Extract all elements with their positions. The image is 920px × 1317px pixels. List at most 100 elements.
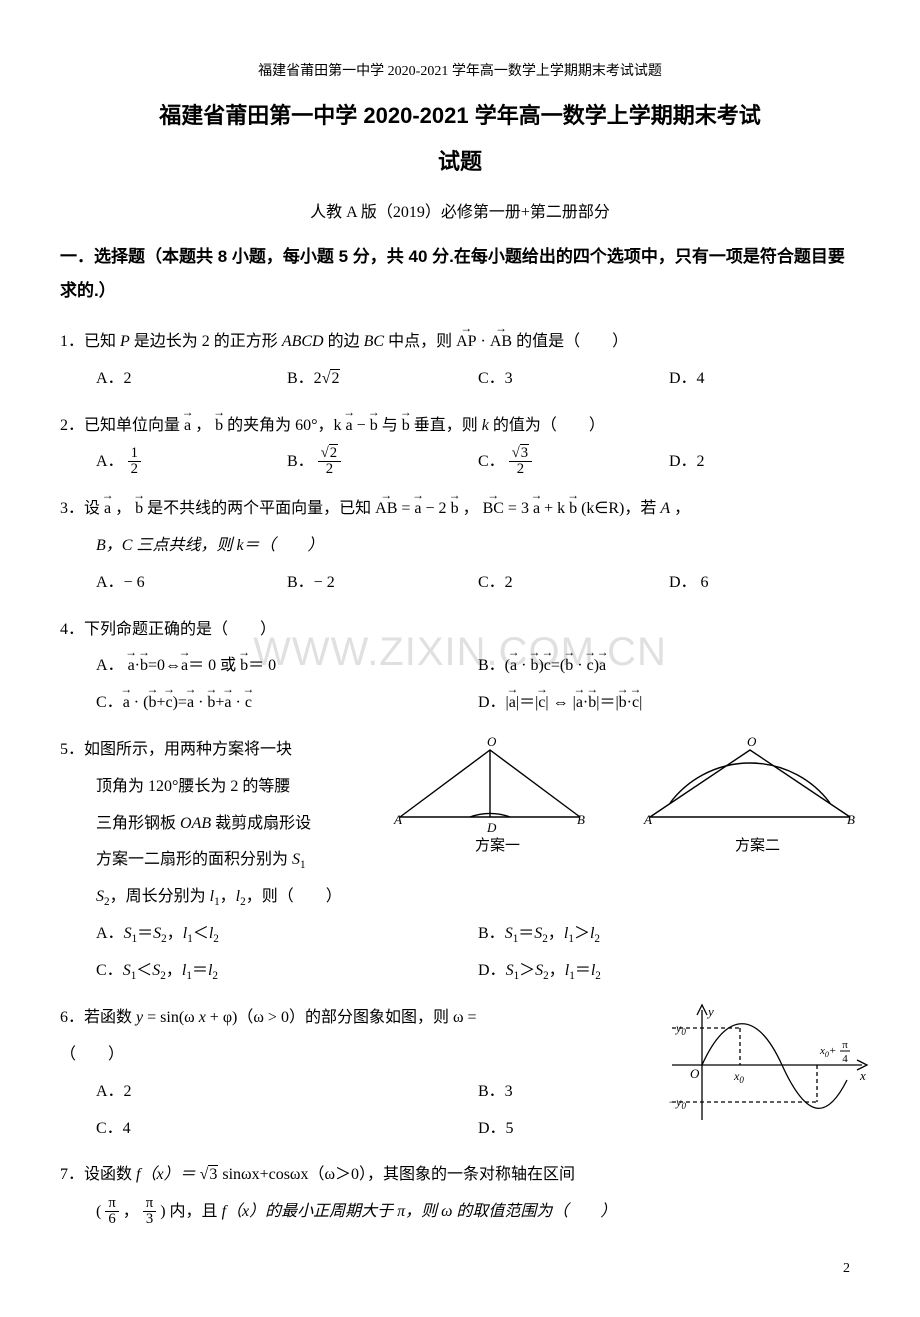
option-C: C．3 xyxy=(478,361,669,398)
lbl-O: O xyxy=(747,734,757,749)
sub: 2 xyxy=(212,970,218,982)
S: S xyxy=(506,962,514,979)
sqrt-icon: 2 xyxy=(322,361,341,398)
lt: ＜ xyxy=(193,925,209,942)
q3-text: 3．设 xyxy=(60,500,104,517)
sub: 1 xyxy=(300,860,306,872)
vec-b: b xyxy=(451,491,459,528)
vec-a: a xyxy=(533,491,540,528)
question-6: y x O y0 −y0 x0 x0+ π 4 6．若函数 y = sin(ω … xyxy=(60,1000,860,1147)
option-B: B．S1＝S2，l1＞l2 xyxy=(478,916,860,953)
plan1-label: 方案一 xyxy=(475,836,520,852)
comma: ， xyxy=(123,1203,139,1220)
comma: ， xyxy=(167,925,183,942)
fraction: 22 xyxy=(318,446,341,478)
q2-options: A． 12 B． 22 C． 32 D．2 xyxy=(96,444,860,481)
vec-a: a xyxy=(187,685,194,722)
vec-c: c xyxy=(165,685,172,722)
plan2-label: 方案二 xyxy=(735,836,780,852)
q5-line: 三角形钢板 OAB 裁剪成扇形设 xyxy=(96,806,370,843)
den: 6 xyxy=(105,1212,118,1227)
vec-a: a xyxy=(184,408,191,445)
q3-text: B，C 三点共线，则 k＝（ ） xyxy=(96,537,324,554)
lbl-y: y xyxy=(706,1004,714,1019)
q5-line: S2，周长分别为 l1，l2，则（ ） xyxy=(96,879,370,916)
OAB: OAB xyxy=(180,815,211,832)
q2-text: 的值为（ ） xyxy=(493,417,605,434)
label: B． xyxy=(478,925,505,942)
vec-a: a xyxy=(123,685,130,722)
sqrt-arg: 3 xyxy=(208,1165,218,1183)
num: π xyxy=(105,1196,118,1212)
comma: ， xyxy=(115,500,131,517)
vec-b: b xyxy=(370,408,378,445)
var-x: x xyxy=(199,1009,206,1026)
text: 裁剪成扇形设 xyxy=(211,815,311,832)
num: 1 xyxy=(128,446,141,462)
eq: ＝ xyxy=(192,962,208,979)
text: ) 内，且 xyxy=(160,1203,221,1220)
svg-text:x0+: x0+ xyxy=(819,1045,836,1059)
q5-svg: A B O D 方案一 A B O 方案二 xyxy=(380,732,860,852)
q5-line: 顶角为 120°腰长为 2 的等腰 xyxy=(96,769,370,806)
vec-c: c xyxy=(245,685,252,722)
lbl-B: B xyxy=(847,812,855,827)
option-C: C． 32 xyxy=(478,444,669,481)
comma: ， xyxy=(549,962,565,979)
sqrt-arg: 2 xyxy=(329,444,338,461)
q2-text: 2．已知单位向量 xyxy=(60,417,184,434)
q2-text: 垂直，则 xyxy=(414,417,482,434)
S: S xyxy=(292,851,300,868)
text: ＝ 0 xyxy=(248,657,276,674)
q1-text: 的值是（ ） xyxy=(516,333,628,350)
section-1-heading: 一．选择题（本题共 8 小题，每小题 5 分，共 40 分.在每小题给出的四个选… xyxy=(60,240,860,308)
option-D: D． 6 xyxy=(669,565,860,602)
vec-a: a xyxy=(509,685,516,722)
S: S xyxy=(153,925,161,942)
comma: ， xyxy=(220,888,236,905)
q3-line2: B，C 三点共线，则 k＝（ ） xyxy=(96,528,860,565)
lbl-x: x xyxy=(859,1068,866,1083)
pt-A: A xyxy=(660,500,670,517)
eq: ＝ xyxy=(575,962,591,979)
num: 2 xyxy=(318,446,341,462)
q1-text: 的边 xyxy=(328,333,364,350)
S: S xyxy=(124,925,132,942)
q5-options: A．S1＝S2，l1＜l2 B．S1＝S2，l1＞l2 C．S1＜S2，l1＝l… xyxy=(96,916,860,990)
vec-b: b xyxy=(135,491,143,528)
vec-c: c xyxy=(538,685,545,722)
eq: ＝ xyxy=(518,925,534,942)
S: S xyxy=(535,962,543,979)
text: ＝ 0 或 xyxy=(188,657,240,674)
label: C． xyxy=(96,962,123,979)
den: 2 xyxy=(509,462,532,477)
q5-figure: A B O D 方案一 A B O 方案二 xyxy=(380,732,860,867)
label: A． xyxy=(96,925,124,942)
label: B．( xyxy=(478,657,510,674)
option-B: B．− 2 xyxy=(287,565,478,602)
q5-body: 5．如图所示，用两种方案将一块 顶角为 120°腰长为 2 的等腰 三角形钢板 … xyxy=(60,732,370,916)
lbl-D: D xyxy=(486,820,497,835)
text: 方案一二扇形的面积分别为 xyxy=(96,851,292,868)
lbl-x0-plus-pi4: x0+ π 4 xyxy=(819,1039,850,1065)
option-C: C．2 xyxy=(478,565,669,602)
text: |＝| xyxy=(596,694,618,711)
fx: f（x）＝ xyxy=(136,1166,196,1183)
option-C: C．a · (b+c)=a · b+a · c xyxy=(96,685,478,722)
svg-text:4: 4 xyxy=(842,1053,848,1065)
den: 2 xyxy=(128,462,141,477)
label: D．| xyxy=(478,694,509,711)
running-header: 福建省莆田第一中学 2020-2021 学年高一数学上学期期末考试试题 xyxy=(60,60,860,80)
option-A: A．2 xyxy=(96,1074,478,1111)
sub: 2 xyxy=(594,933,600,945)
q6-text: = sin(ω xyxy=(147,1009,195,1026)
subtitle: 人教 A 版（2019）必修第一册+第二册部分 xyxy=(60,198,860,222)
q6-text: + φ)（ω > 0）的部分图象如图，则 ω = xyxy=(210,1009,477,1026)
lbl-A: A xyxy=(643,812,652,827)
q4-options: A． a·b=0⇔a＝ 0 或 b＝ 0 B．(a · b)c=(b · c)a… xyxy=(96,648,860,722)
q5-line: 5．如图所示，用两种方案将一块 xyxy=(60,732,370,769)
lt: ＜ xyxy=(136,962,152,979)
plus: + k xyxy=(544,500,565,517)
vec-AB: AB xyxy=(490,324,512,361)
text: | ⇔ | xyxy=(545,694,575,711)
